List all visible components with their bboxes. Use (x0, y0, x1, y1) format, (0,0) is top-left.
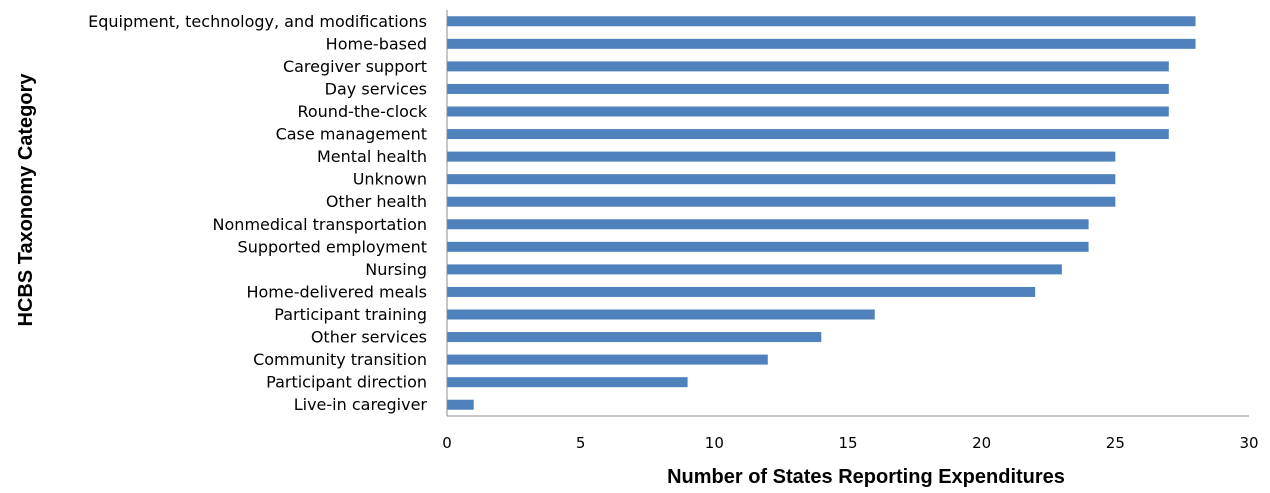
category-label: Home-delivered meals (246, 282, 427, 301)
y-axis-title: HCBS Taxonomy Category (15, 73, 37, 327)
category-labels: Equipment, technology, and modifications… (88, 12, 428, 414)
x-tick-label: 15 (838, 434, 857, 452)
category-label: Other services (311, 328, 427, 347)
category-label: Mental health (317, 147, 427, 166)
x-axis-title: Number of States Reporting Expenditures (667, 466, 1065, 488)
x-tick-label: 10 (705, 434, 724, 452)
bar (447, 129, 1169, 140)
category-label: Community transition (253, 350, 427, 369)
bar (447, 38, 1196, 49)
bar (447, 83, 1169, 94)
x-tick-label: 5 (576, 434, 586, 452)
category-label: Equipment, technology, and modifications (88, 12, 427, 31)
x-tick-label: 20 (972, 434, 991, 452)
category-label: Unknown (353, 170, 427, 189)
bar (447, 174, 1116, 185)
bar (447, 264, 1062, 275)
category-label: Caregiver support (283, 57, 427, 76)
x-axis-ticks: 0 5 10 15 20 25 30 (442, 434, 1258, 452)
bars-group (447, 16, 1196, 410)
x-tick-label: 30 (1239, 434, 1258, 452)
bar (447, 219, 1089, 230)
category-label: Participant training (274, 305, 427, 324)
bar (447, 286, 1036, 297)
category-label: Case management (276, 125, 427, 144)
bar (447, 16, 1196, 27)
bar (447, 399, 474, 410)
x-tick-label: 25 (1106, 434, 1125, 452)
category-label: Supported employment (238, 237, 427, 256)
category-label: Nursing (365, 260, 427, 279)
bar (447, 354, 768, 365)
x-tick-label: 0 (442, 434, 452, 452)
category-label: Participant direction (266, 373, 427, 392)
category-label: Home-based (326, 34, 427, 53)
bar (447, 106, 1169, 117)
category-label: Nonmedical transportation (213, 215, 427, 234)
bar (447, 332, 822, 343)
bar (447, 377, 688, 388)
bar (447, 61, 1169, 72)
category-label: Day services (325, 79, 427, 98)
category-label: Live-in caregiver (294, 395, 428, 414)
bar (447, 151, 1116, 162)
bar (447, 309, 875, 320)
bar (447, 241, 1089, 252)
category-label: Round-the-clock (297, 102, 427, 121)
bar (447, 196, 1116, 207)
category-label: Other health (326, 192, 427, 211)
